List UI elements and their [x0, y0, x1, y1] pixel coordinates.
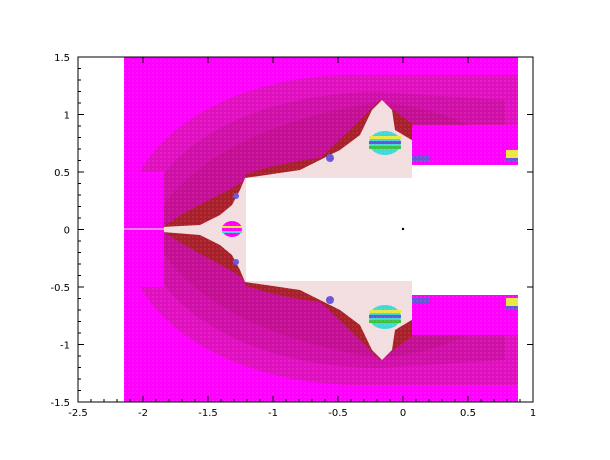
x-tick-label: -0.5	[328, 408, 348, 419]
x-axis-ticks: -2.5 -2 -1.5 -1 -0.5 0 0.5 1	[68, 57, 536, 419]
y-tick-label: 1	[64, 111, 70, 122]
x-tick-label: 0	[400, 408, 406, 419]
x-tick-label: -2	[138, 408, 148, 419]
x-tick-label: -2.5	[68, 408, 88, 419]
x-tick-label: -1.5	[198, 408, 218, 419]
y-tick-label: 0	[64, 226, 70, 237]
x-tick-label: -1	[268, 408, 278, 419]
y-tick-label: -0.5	[50, 283, 70, 294]
x-tick-label: 0.5	[460, 408, 476, 419]
y-tick-label: 0.5	[54, 168, 70, 179]
y-tick-label: -1	[60, 341, 70, 352]
y-axis-ticks: 1.5 1 0.5 0 -0.5 -1 -1.5	[50, 53, 533, 409]
plot-area	[124, 57, 518, 402]
y-tick-label: 1.5	[54, 53, 70, 64]
x-tick-label: 1	[530, 408, 536, 419]
y-tick-label: -1.5	[50, 398, 70, 409]
dot-texture	[124, 57, 518, 402]
